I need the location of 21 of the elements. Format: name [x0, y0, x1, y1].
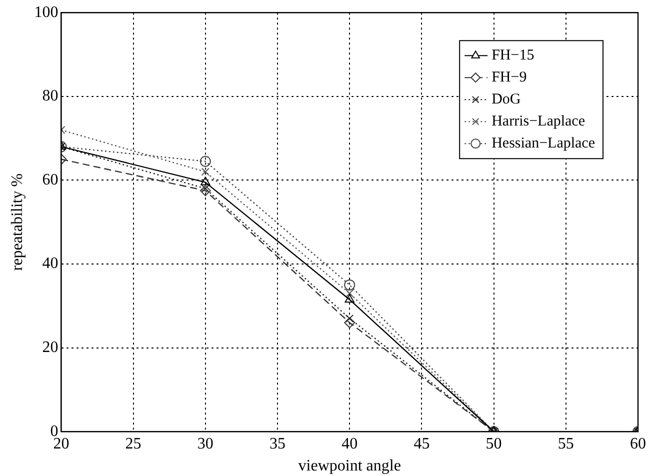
y-tick-label: 20: [42, 339, 58, 356]
legend-label: DoG: [492, 92, 521, 108]
legend-label: Hessian−Laplace: [492, 136, 596, 152]
x-tick-label: 20: [53, 435, 70, 452]
x-tick-label: 35: [270, 435, 286, 452]
y-tick-label: 40: [42, 255, 58, 272]
y-tick-label: 60: [42, 171, 58, 188]
y-tick-label: 100: [34, 4, 58, 21]
x-tick-label: 60: [630, 435, 646, 452]
x-tick-label: 40: [342, 435, 358, 452]
legend-label: FH−9: [492, 70, 527, 86]
y-tick-label: 80: [42, 88, 58, 105]
legend-label: FH−15: [492, 48, 534, 64]
x-tick-label: 55: [558, 435, 574, 452]
x-tick-label: 50: [486, 435, 502, 452]
x-tick-label: 30: [197, 435, 214, 452]
legend-label: Harris−Laplace: [492, 114, 586, 130]
x-tick-label: 25: [125, 435, 142, 452]
x-axis-title: viewpoint angle: [298, 458, 401, 475]
y-axis-title: repeatability %: [8, 173, 26, 271]
x-tick-label: 45: [414, 435, 430, 452]
